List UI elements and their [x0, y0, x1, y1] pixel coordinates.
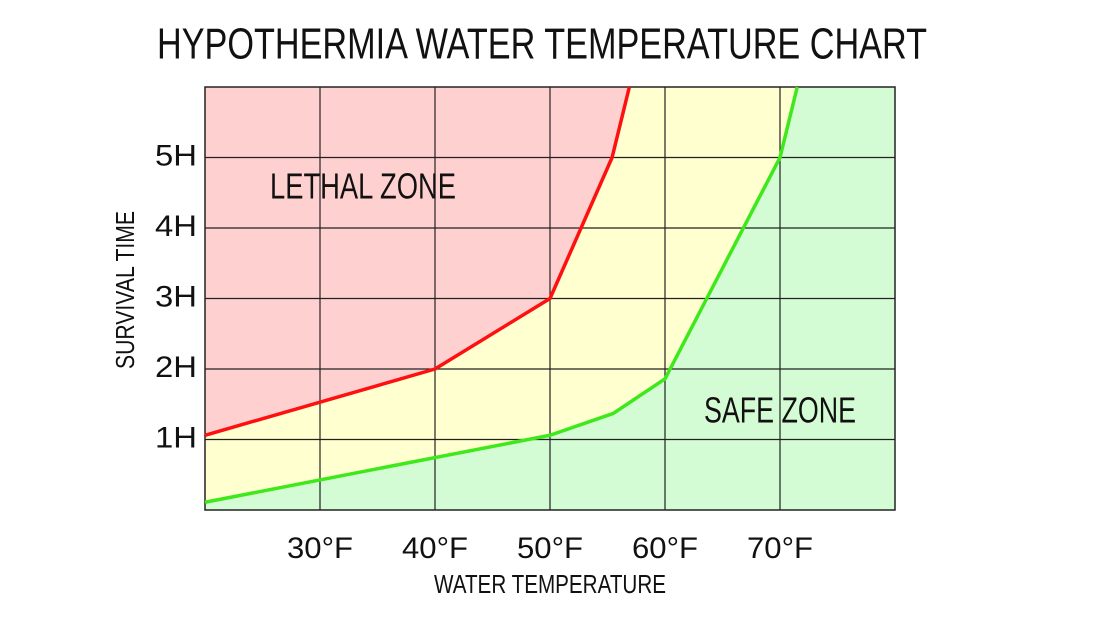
zone-fill — [205, 87, 630, 436]
y-tick-label: 3H — [155, 280, 197, 313]
y-axis-label: SURVIVAL TIME — [110, 211, 140, 369]
plot-border — [204, 86, 896, 511]
zone-fill — [205, 87, 895, 510]
annotation: SAFE ZONE — [704, 390, 856, 431]
plot-area — [204, 86, 896, 511]
x-tick-label: 60°F — [632, 532, 698, 565]
y-tick-label: 2H — [155, 351, 197, 384]
y-tick-label: 5H — [155, 139, 197, 172]
x-tick-label: 70°F — [747, 532, 813, 565]
x-tick-label: 30°F — [287, 532, 353, 565]
series-line — [204, 86, 632, 437]
series-line — [204, 86, 799, 504]
x-axis-label: WATER TEMPERATURE — [434, 569, 666, 599]
y-tick-label: 1H — [155, 421, 197, 454]
chart-title: HYPOTHERMIA WATER TEMPERATURE CHART — [157, 20, 927, 69]
x-tick-label: 40°F — [402, 532, 468, 565]
y-tick-label: 4H — [155, 210, 197, 243]
x-tick-label: 50°F — [517, 532, 583, 565]
annotation: LETHAL ZONE — [270, 166, 456, 207]
